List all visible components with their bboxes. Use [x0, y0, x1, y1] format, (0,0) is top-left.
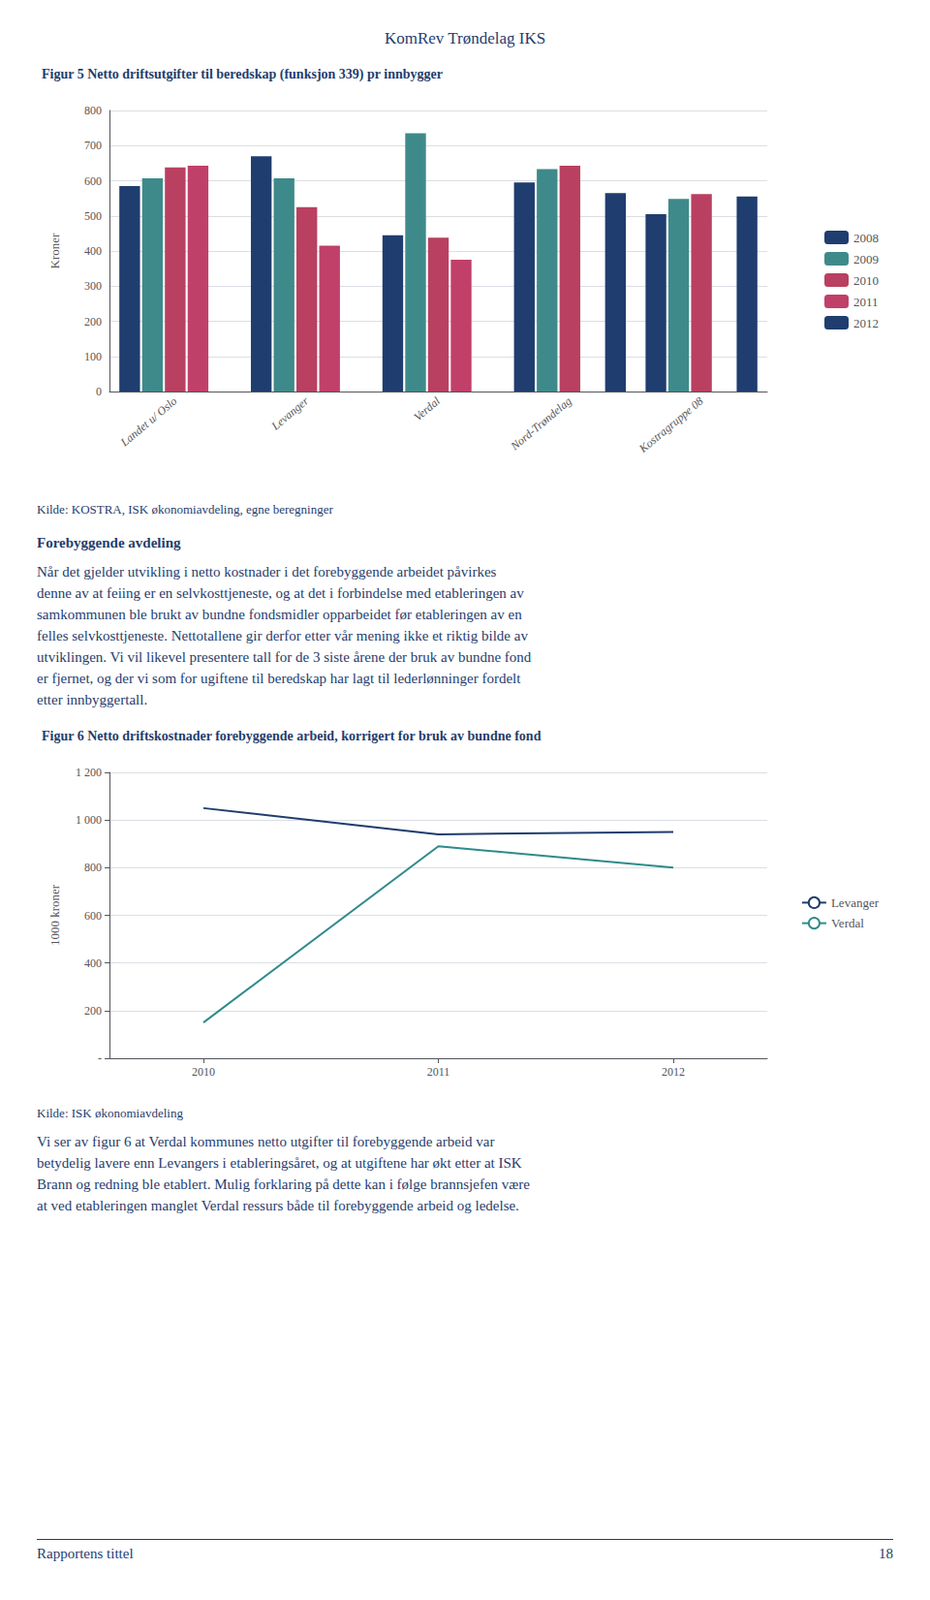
svg-text:Kostragruppe 08: Kostragruppe 08 — [635, 394, 706, 457]
svg-text:700: 700 — [84, 138, 102, 153]
svg-text:2012: 2012 — [661, 1064, 685, 1079]
svg-text:100: 100 — [84, 349, 102, 364]
html-text:Når det gjelder utvikling i ne: Når det gjelder utvikling i netto kostna… — [36, 563, 497, 580]
svg-text:Figur 5 Netto driftsutgifter t: Figur 5 Netto driftsutgifter til beredsk… — [41, 66, 443, 83]
svg-text:2012: 2012 — [853, 315, 879, 331]
html-text:Rapportens tittel: Rapportens tittel — [36, 1545, 134, 1561]
svg-text:1 000: 1 000 — [75, 812, 102, 827]
html-text:Forebyggende avdeling: Forebyggende avdeling — [36, 534, 181, 551]
html-text:at ved etableringen manglet Ve: at ved etableringen manglet Verdal ressu… — [36, 1197, 520, 1213]
svg-text:1 200: 1 200 — [75, 765, 102, 779]
html-text:betydelig lavere enn Levangers: betydelig lavere enn Levangers i etabler… — [36, 1154, 522, 1171]
svg-text:600: 600 — [84, 174, 102, 188]
svg-text:2010: 2010 — [191, 1064, 216, 1079]
html-text:Brann og redning ble etablert.: Brann og redning ble etablert. Mulig for… — [36, 1176, 530, 1192]
svg-text:500: 500 — [84, 209, 102, 223]
html-text:etter innbyggertall.: etter innbyggertall. — [36, 691, 148, 708]
svg-text:2011: 2011 — [427, 1064, 451, 1079]
svg-text:Kroner: Kroner — [47, 232, 62, 269]
html-text:KomRev Trøndelag IKS: KomRev Trøndelag IKS — [384, 29, 546, 48]
svg-text:300: 300 — [84, 279, 102, 293]
html-text:er fjernet, og der vi som for: er fjernet, og der vi som for ugiftene t… — [36, 670, 521, 686]
html-text:samkommunen ble brukt av bundn: samkommunen ble brukt av bundne fondsmid… — [36, 606, 522, 622]
svg-text:400: 400 — [84, 244, 102, 258]
html-text:Kilde: KOSTRA, ISK økonomiavde: Kilde: KOSTRA, ISK økonomiavdeling, egne… — [36, 501, 334, 517]
html-text:Kilde: ISK økonomiavdeling: Kilde: ISK økonomiavdeling — [36, 1105, 183, 1120]
html-text:denne av at feiing er en selvk: denne av at feiing er en selvkosttjenest… — [36, 585, 524, 601]
html-text:utviklingen. Vi vil likevel pr: utviklingen. Vi vil likevel presentere t… — [36, 649, 532, 665]
svg-text:800: 800 — [84, 860, 102, 874]
svg-text:2011: 2011 — [853, 294, 879, 310]
svg-text:Levanger: Levanger — [268, 393, 312, 434]
html-text:Vi ser av figur 6 at Verdal ko: Vi ser av figur 6 at Verdal kommunes net… — [36, 1133, 495, 1149]
svg-text:Verdal: Verdal — [410, 393, 443, 424]
svg-text:400: 400 — [84, 956, 102, 970]
svg-text:Verdal: Verdal — [831, 915, 865, 930]
svg-text:200: 200 — [84, 314, 102, 329]
svg-text:2009: 2009 — [853, 251, 879, 267]
svg-text:2008: 2008 — [853, 230, 879, 246]
svg-text:200: 200 — [84, 1003, 102, 1018]
svg-text:0: 0 — [95, 384, 102, 399]
svg-text:Landet u/ Oslo: Landet u/ Oslo — [117, 394, 180, 450]
svg-text:600: 600 — [84, 908, 102, 923]
svg-text:2010: 2010 — [853, 273, 879, 288]
svg-text:1000 kroner: 1000 kroner — [47, 883, 62, 946]
svg-text:Levanger: Levanger — [831, 895, 880, 910]
html-text:18: 18 — [878, 1545, 894, 1561]
svg-text:Nord-Trøndelag: Nord-Trøndelag — [507, 394, 575, 454]
svg-text:Figur 6 Netto driftskostnader: Figur 6 Netto driftskostnader forebyggen… — [41, 728, 542, 744]
svg-text:800: 800 — [84, 103, 102, 118]
html-text:felles selvkosttjeneste. Netto: felles selvkosttjeneste. Nettotallene gi… — [36, 627, 528, 644]
svg-text:-: - — [97, 1051, 102, 1065]
